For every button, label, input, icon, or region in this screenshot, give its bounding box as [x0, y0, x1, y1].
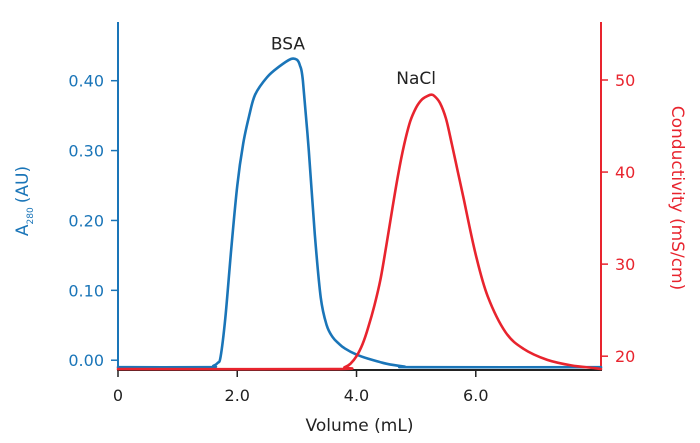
x-tick-label: 2.0: [225, 386, 250, 405]
x-ticks: 0 2.0 4.0 6.0: [113, 370, 489, 405]
y-left-ticks: 0.00 0.10 0.20 0.30 0.40: [68, 72, 118, 370]
y-right-tick-label: 40: [615, 163, 635, 182]
x-tick-label: 4.0: [344, 386, 369, 405]
annotation-bsa: BSA: [271, 34, 305, 54]
y-axis-left-title: A280 (AU): [13, 166, 36, 236]
y-right-tick-label: 50: [615, 71, 635, 90]
y-axis-left-title-subscript: 280: [26, 207, 36, 224]
series-line-bsa: [116, 57, 603, 369]
annotations: BSA NaCl: [271, 34, 436, 89]
x-axis-title: Volume (mL): [306, 416, 414, 436]
y-axis-right-title: Conductivity (mS/cm): [667, 106, 687, 291]
y-axis-left-title-unit: (AU): [13, 166, 33, 203]
y-left-tick-label: 0.40: [68, 72, 104, 91]
series-line-nacl: [116, 93, 603, 371]
y-right-tick-label: 20: [615, 347, 635, 366]
x-tick-label: 0: [113, 386, 123, 405]
y-left-tick-label: 0.00: [68, 351, 104, 370]
series-layer: [116, 57, 603, 371]
y-left-tick-label: 0.10: [68, 281, 104, 300]
x-tick-label: 6.0: [463, 386, 488, 405]
y-right-ticks: 20 30 40 50: [601, 71, 635, 366]
y-right-tick-label: 30: [615, 255, 635, 274]
y-axis-left-title-base: A: [13, 224, 33, 236]
annotation-nacl: NaCl: [396, 69, 436, 89]
y-left-tick-label: 0.20: [68, 211, 104, 230]
y-left-tick-label: 0.30: [68, 142, 104, 161]
